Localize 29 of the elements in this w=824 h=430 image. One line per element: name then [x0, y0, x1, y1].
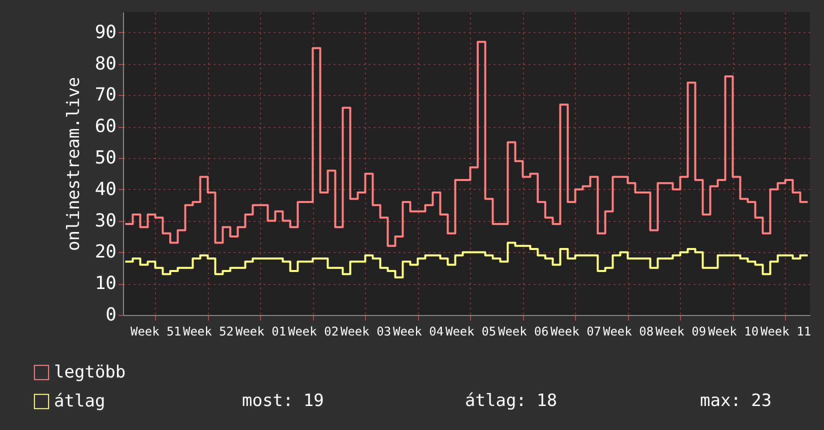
- text: max: 23: [700, 391, 772, 411]
- y-tick-label: 90: [94, 22, 116, 43]
- x-tick-label: Week 52: [182, 324, 234, 338]
- x-tick-label: Week 02: [288, 324, 339, 338]
- x-tick-label: Week 08: [602, 324, 654, 338]
- x-tick-label: Week 51: [130, 324, 182, 338]
- y-tick-label: 60: [94, 116, 116, 138]
- y-tick-label: 80: [94, 53, 116, 74]
- x-tick-label: Week 07: [550, 324, 602, 338]
- x-tick-label: Week 04: [392, 324, 444, 338]
- legend-label: átlag: [54, 392, 106, 412]
- y-tick-label: 30: [94, 210, 116, 232]
- y-tick-label: 70: [94, 84, 116, 106]
- x-tick-label: Week 10: [708, 324, 759, 338]
- y-axis-title: onlinestream.live: [64, 77, 84, 251]
- y-tick-label: 20: [94, 242, 116, 263]
- y-tick-label: 50: [94, 148, 116, 169]
- x-tick-label: Week 03: [340, 324, 392, 338]
- y-tick-label: 10: [94, 273, 116, 294]
- x-tick-label: Week 11: [760, 324, 812, 338]
- x-tick-label: Week 05: [445, 324, 496, 338]
- text: most: 19: [242, 391, 324, 411]
- x-tick-label: Week 09: [655, 324, 706, 338]
- legend-label: legtöbb: [54, 362, 126, 382]
- x-tick-label: Week 06: [498, 324, 549, 338]
- y-tick-label: 0: [106, 304, 116, 326]
- y-tick-label: 40: [94, 178, 116, 200]
- text: átlag: 18: [465, 391, 558, 411]
- x-tick-label: Week 01: [235, 324, 286, 338]
